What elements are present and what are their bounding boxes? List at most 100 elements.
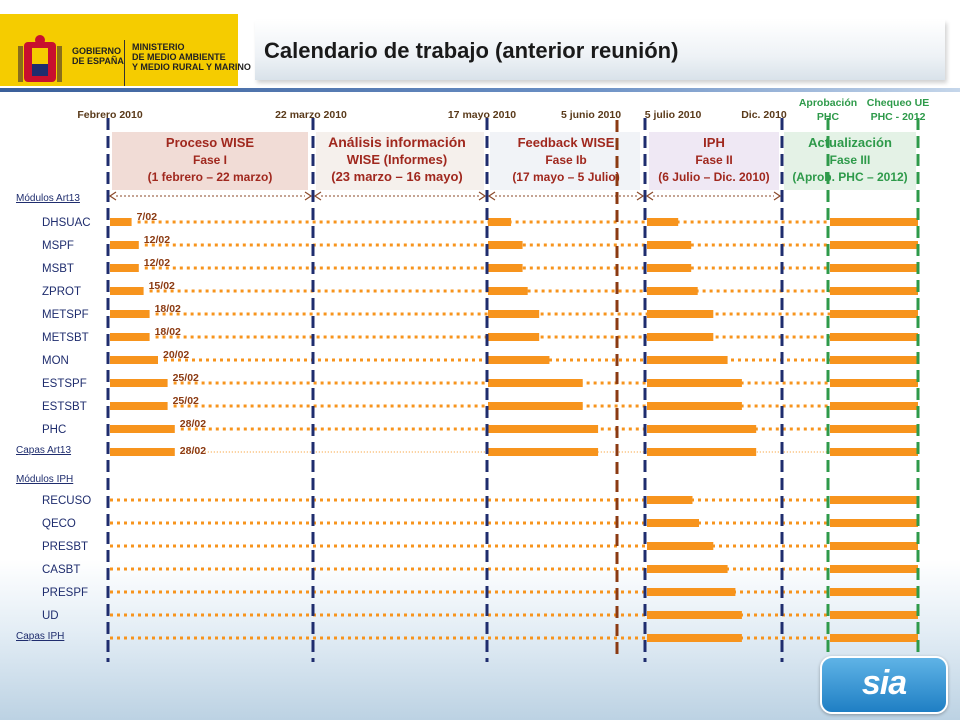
span-arrow-right [304, 191, 313, 201]
bar-fase2 [647, 379, 742, 387]
bar-fase3 [830, 542, 918, 550]
bar-fase2 [647, 402, 742, 410]
bar-fase1 [110, 356, 158, 364]
bar-fase3 [830, 496, 918, 504]
row-label: CASBT [42, 564, 80, 576]
bar-fase2 [647, 496, 693, 504]
bar-fase2 [647, 264, 692, 272]
bar-fase3 [830, 448, 918, 456]
phase-label: Análisis información [328, 134, 466, 150]
row-label: METSBT [42, 332, 89, 344]
bar-fase3 [830, 356, 918, 364]
row-label: ZPROT [42, 286, 81, 298]
bar-fase2 [647, 241, 692, 249]
bar-fase2 [647, 542, 714, 550]
bar-fase1b [488, 425, 599, 433]
row-label: METSPF [42, 309, 89, 321]
bar-fase3 [830, 588, 918, 596]
gobierno-text: GOBIERNO DE ESPAÑA [72, 46, 124, 66]
bar-fase1 [110, 333, 150, 341]
row-label: DHSUAC [42, 217, 91, 229]
row-label: PHC [42, 424, 66, 436]
bar-fase1 [110, 379, 168, 387]
date-label: Dic. 2010 [741, 109, 787, 121]
row-label: QECO [42, 518, 76, 530]
bar-fase1b [488, 402, 583, 410]
bar-fase3 [830, 218, 918, 226]
row-label: ESTSPF [42, 378, 87, 390]
section-label: Capas Art13 [16, 445, 71, 456]
row-label: MSBT [42, 263, 74, 275]
bar-fase2 [647, 519, 699, 527]
span-arrow-right [478, 191, 487, 201]
bar-fase1 [110, 264, 139, 272]
span-arrow-left [487, 191, 496, 201]
bar-fase3 [830, 287, 918, 295]
span-arrow-left [645, 191, 654, 201]
phase-label: Fase Ib [545, 153, 586, 167]
bar-fase2 [647, 287, 698, 295]
bar-fase1b [488, 448, 599, 456]
section-label: Capas IPH [16, 631, 64, 642]
phase-label: Fase II [695, 153, 732, 167]
section-label: Módulos Art13 [16, 193, 80, 204]
phase-label: WISE (Informes) [347, 152, 447, 167]
date-label: 5 junio 2010 [561, 109, 621, 121]
row-label: ESTSBT [42, 401, 87, 413]
deadline-label: 28/02 [180, 418, 206, 430]
deadline-label: 7/02 [137, 211, 158, 223]
header-underline [0, 88, 960, 92]
bar-fase1 [110, 218, 132, 226]
bar-fase3 [830, 519, 918, 527]
phase-label: Feedback WISE [518, 135, 615, 150]
bar-fase3 [830, 333, 918, 341]
deadline-label: 25/02 [173, 372, 199, 384]
span-arrow-right [773, 191, 782, 201]
phase-label: (17 mayo – 5 Julio) [512, 170, 619, 184]
row-label: RECUSO [42, 495, 91, 507]
span-arrow-left [108, 191, 117, 201]
bar-fase1 [110, 287, 144, 295]
bar-fase2 [647, 565, 728, 573]
bar-fase2 [647, 310, 714, 318]
deadline-label: 18/02 [155, 303, 181, 315]
row-label: PRESPF [42, 587, 88, 599]
date-label: PHC - 2012 [871, 111, 926, 123]
phase-label: Fase I [193, 153, 227, 167]
bar-fase1 [110, 241, 139, 249]
bar-fase1b [488, 264, 523, 272]
bar-fase1 [110, 310, 150, 318]
deadline-label: 28/02 [180, 445, 206, 457]
deadline-label: 20/02 [163, 349, 189, 361]
bar-fase3 [830, 264, 918, 272]
bar-fase1 [110, 448, 175, 456]
coat-of-arms-icon [18, 35, 62, 82]
phase-box-4 [649, 132, 779, 190]
phase-box-3 [490, 132, 640, 190]
bar-fase3 [830, 634, 918, 642]
deadline-label: 25/02 [173, 395, 199, 407]
phase-label: (Aprob. PHC – 2012) [792, 170, 907, 184]
deadline-label: 12/02 [144, 257, 170, 269]
row-label: MSPF [42, 240, 74, 252]
bar-fase2 [647, 448, 757, 456]
bar-fase3 [830, 565, 918, 573]
phase-label: Actualización [808, 135, 892, 150]
bar-fase2 [647, 634, 742, 642]
bar-fase2 [647, 611, 742, 619]
bar-fase1 [110, 402, 168, 410]
row-label: PRESBT [42, 541, 88, 553]
bar-fase3 [830, 379, 918, 387]
section-label: Módulos IPH [16, 474, 73, 485]
phase-label: (6 Julio – Dic. 2010) [658, 170, 769, 184]
deadline-label: 18/02 [155, 326, 181, 338]
ministerio-text: MINISTERIO DE MEDIO AMBIENTE Y MEDIO RUR… [132, 42, 251, 72]
phase-box-1 [112, 132, 308, 190]
date-label: Chequeo UE [867, 97, 929, 109]
sia-logo-text: sia [861, 664, 907, 702]
logo-divider [124, 40, 125, 86]
date-label: Aprobación [799, 97, 857, 109]
span-arrow-right [636, 191, 645, 201]
sia-logo: sia [820, 656, 948, 714]
deadline-label: 12/02 [144, 234, 170, 246]
